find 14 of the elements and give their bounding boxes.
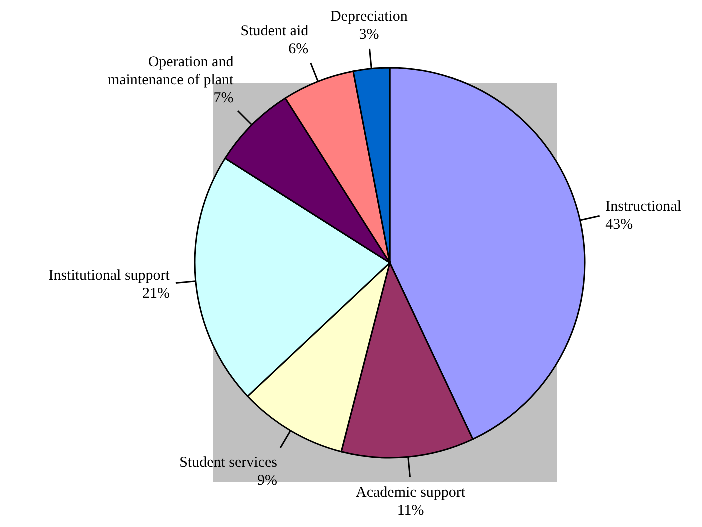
- data-label: 9%: [258, 473, 278, 490]
- data-label: 7%: [214, 90, 234, 107]
- data-label: 6%: [288, 42, 309, 58]
- data-label: 11%: [397, 503, 424, 520]
- slice-label: Institutional support: [48, 268, 171, 284]
- data-label: 3%: [359, 26, 380, 43]
- slice-label: Depreciation: [330, 8, 408, 25]
- data-label: 43%: [606, 216, 634, 233]
- data-label: 21%: [142, 286, 170, 302]
- slice-label: Instructional: [606, 198, 682, 215]
- slice-label: Student aid: [240, 24, 310, 40]
- slice-label: Student services: [180, 455, 278, 472]
- slice-label: Operation and maintenance of plant: [108, 54, 235, 89]
- slice-label: Academic support: [356, 485, 466, 502]
